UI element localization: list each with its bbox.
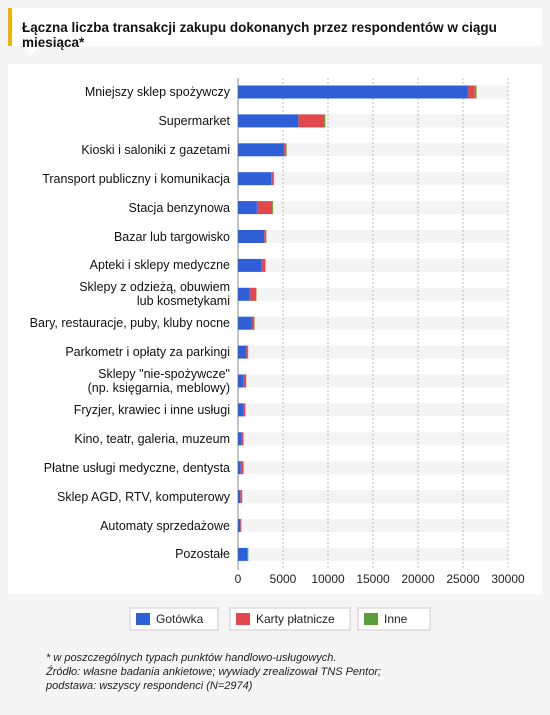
bar-segment bbox=[238, 547, 247, 561]
row-band bbox=[238, 519, 508, 532]
footnote: podstawa: wszyscy respondenci (N=2974) bbox=[46, 680, 253, 692]
y-tick-label: Supermarket bbox=[158, 113, 230, 128]
bar-segment bbox=[238, 403, 244, 417]
y-tick-label: Kioski i saloniki z gazetami bbox=[81, 142, 230, 157]
row-band bbox=[238, 230, 508, 243]
x-tick-label: 25000 bbox=[446, 572, 480, 586]
bar-segment bbox=[238, 287, 250, 301]
bar-segment bbox=[285, 143, 287, 157]
x-tick-label: 10000 bbox=[311, 572, 345, 586]
bar-segment bbox=[243, 403, 246, 417]
y-tick-label: Kino, teatr, galeria, muzeum bbox=[74, 431, 230, 446]
y-tick-label: Sklep AGD, RTV, komputerowy bbox=[57, 489, 230, 504]
bar-segment bbox=[283, 143, 286, 157]
bar-segment bbox=[261, 258, 265, 272]
bar-segment bbox=[238, 374, 244, 388]
bar-segment bbox=[271, 172, 274, 186]
legend-box bbox=[129, 607, 219, 631]
bar-segment bbox=[272, 201, 274, 215]
bar-segment bbox=[238, 461, 241, 475]
x-tick-label: 5000 bbox=[270, 572, 297, 586]
bar-segment bbox=[238, 432, 242, 446]
x-tick-label: 0 bbox=[235, 572, 242, 586]
bar-segment bbox=[264, 230, 266, 243]
y-tick-label: Bazar lub targowisko bbox=[113, 229, 230, 244]
bar-segment bbox=[238, 519, 241, 532]
y-tick-label: Stacja benzynowa bbox=[128, 200, 230, 215]
bar-segment bbox=[238, 490, 241, 504]
row-band bbox=[238, 403, 508, 417]
legend-swatch bbox=[136, 613, 150, 625]
bar-segment bbox=[249, 287, 256, 301]
title-box bbox=[8, 8, 542, 46]
bar-segment bbox=[238, 345, 247, 359]
title-accent bbox=[8, 8, 12, 46]
legend-label: Inne bbox=[384, 612, 408, 626]
bar-segment bbox=[474, 85, 477, 99]
y-tick-label: Apteki i sklepy medyczne bbox=[89, 258, 230, 273]
bar-segment bbox=[238, 201, 257, 215]
legend-swatch bbox=[236, 613, 250, 625]
y-tick-label: Automaty sprzedażowe bbox=[100, 518, 230, 533]
footnote: Źródło: własne badania ankietowe; wywiad… bbox=[46, 666, 382, 678]
bar-segment bbox=[240, 519, 242, 532]
legend-label: Gotówka bbox=[156, 612, 204, 626]
y-tick-label: Fryzjer, krawiec i inne usługi bbox=[73, 402, 230, 417]
y-tick-label: Bary, restauracje, puby, kluby nocne bbox=[29, 316, 230, 331]
bar-segment bbox=[323, 114, 326, 128]
x-tick-label: 15000 bbox=[356, 572, 390, 586]
legend-label: Karty płatnicze bbox=[256, 612, 335, 626]
title-pointer bbox=[26, 46, 40, 56]
row-band bbox=[238, 490, 508, 504]
bar-segment bbox=[238, 85, 468, 99]
y-tick-label: Płatne usługi medyczne, dentysta bbox=[43, 460, 230, 475]
bar-segment bbox=[247, 547, 248, 561]
y-tick-label: Mniejszy sklep spożywczy bbox=[84, 85, 230, 99]
row-band bbox=[238, 258, 508, 272]
bar-segment bbox=[238, 258, 262, 272]
bar-segment bbox=[256, 201, 273, 215]
bar-segment bbox=[238, 230, 265, 243]
bar-segment bbox=[298, 114, 324, 128]
bar-segment bbox=[240, 490, 243, 504]
y-tick-label: Parkometr i opłaty za parkingi bbox=[65, 345, 230, 360]
bar-segment bbox=[251, 316, 255, 330]
bar-segment bbox=[246, 345, 248, 359]
x-tick-label: 20000 bbox=[401, 572, 435, 586]
bar-segment bbox=[240, 461, 244, 475]
row-band bbox=[238, 143, 508, 157]
legend-swatch bbox=[364, 613, 378, 625]
bar-segment bbox=[238, 316, 252, 330]
bar-segment bbox=[243, 374, 247, 388]
bar-segment bbox=[238, 143, 284, 157]
footnote: * w poszczególnych typach punktów handlo… bbox=[46, 652, 337, 664]
bar-segment bbox=[467, 85, 475, 99]
y-tick-label: Pozostałe bbox=[175, 547, 230, 562]
bar-segment bbox=[238, 172, 272, 186]
y-tick-label: Sklepy "nie-spożywcze" (np. księgarnia, … bbox=[87, 367, 230, 395]
row-band bbox=[238, 374, 508, 388]
legend-box bbox=[229, 607, 351, 631]
bar-segment bbox=[273, 172, 274, 186]
x-tick-label: 30000 bbox=[491, 572, 525, 586]
row-band bbox=[238, 345, 508, 359]
bar-segment bbox=[241, 432, 244, 446]
y-tick-label: Sklepy z odzieżą, obuwiem lub kosmetykam… bbox=[79, 280, 230, 309]
bar-segment bbox=[238, 114, 299, 128]
chart-title: Łączna liczba transakcji zakupu dokonany… bbox=[22, 20, 497, 50]
y-tick-label: Transport publiczny i komunikacja bbox=[42, 171, 230, 186]
